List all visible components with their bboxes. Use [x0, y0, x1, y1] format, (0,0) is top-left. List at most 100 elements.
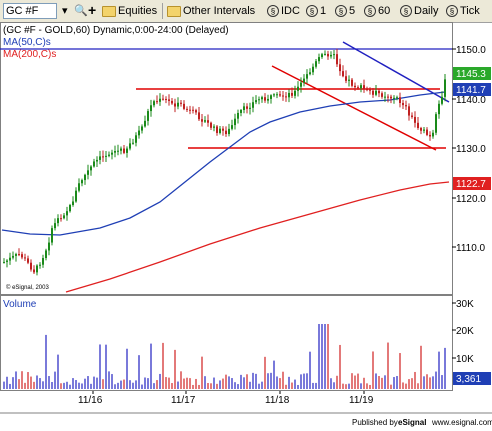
idc-button[interactable]: § IDC — [267, 3, 300, 19]
candle-body — [69, 205, 71, 212]
candle-body — [234, 118, 236, 126]
candle-body — [408, 106, 410, 116]
candle-body — [366, 89, 368, 91]
candle-body — [138, 130, 140, 136]
candle-body — [159, 98, 161, 102]
candle-body — [297, 86, 299, 91]
candle-body — [336, 54, 338, 65]
candle-body — [198, 112, 200, 120]
interval-1-button[interactable]: § 1 — [306, 3, 326, 19]
interval-60-label: 60 — [378, 5, 391, 17]
candle-body — [141, 126, 143, 131]
candle-body — [78, 183, 80, 191]
equities-label: Equities — [118, 5, 158, 17]
chart-area[interactable]: (GC #F - GOLD,60) Dynamic,0:00-24:00 (De… — [0, 22, 492, 428]
candle-body — [282, 95, 284, 97]
candle-body — [132, 142, 134, 144]
volume-tick-10k: 10K — [456, 354, 474, 365]
candle-body — [204, 120, 206, 122]
candle-body — [3, 261, 5, 263]
candle-body — [363, 85, 365, 90]
brand-url[interactable]: www.esignal.com — [431, 418, 492, 427]
other-intervals-button[interactable]: Other Intervals — [167, 3, 255, 19]
candle-body — [21, 254, 23, 258]
circle-icon: § — [306, 5, 318, 17]
folder-icon — [102, 5, 116, 17]
candle-body — [165, 98, 167, 100]
price-panel[interactable] — [0, 22, 453, 295]
candle-body — [9, 257, 11, 261]
candle-body — [114, 150, 116, 153]
interval-60-button[interactable]: § 60 — [364, 3, 390, 19]
price-tick-1150: 1150.0 — [456, 45, 486, 56]
candle-body — [252, 102, 254, 108]
ma200-value-label — [453, 177, 491, 190]
candle-body — [210, 122, 212, 128]
candle-body — [357, 87, 359, 89]
price-tick-1130: 1130.0 — [456, 144, 486, 155]
candle-body — [402, 102, 404, 106]
candle-body — [51, 228, 53, 243]
candle-body — [318, 57, 320, 62]
candle-body — [399, 97, 401, 103]
candle-body — [99, 156, 101, 160]
candle-body — [249, 107, 251, 109]
candle-body — [279, 94, 281, 96]
candle-body — [426, 129, 428, 135]
candle-body — [66, 211, 68, 216]
candle-body — [303, 78, 305, 83]
candle-body — [183, 103, 185, 109]
candle-body — [63, 215, 65, 219]
candle-body — [285, 96, 287, 98]
candle-body — [327, 53, 329, 57]
candle-body — [60, 218, 62, 220]
date-label-1116: 11/16 — [78, 395, 103, 406]
candle-body — [360, 85, 362, 89]
candle-body — [180, 102, 182, 104]
candle-body — [219, 128, 221, 133]
other-intervals-label: Other Intervals — [183, 5, 256, 17]
candle-body — [6, 260, 8, 262]
candle-body — [201, 119, 203, 122]
interval-5-button[interactable]: § 5 — [335, 3, 355, 19]
candle-body — [342, 71, 344, 77]
candle-body — [312, 66, 314, 73]
add-icon[interactable]: + — [88, 2, 97, 18]
ma50-value-label — [453, 83, 491, 96]
date-label-1117: 11/17 — [171, 395, 196, 406]
candle-body — [36, 265, 38, 273]
candle-body — [111, 152, 113, 155]
volume-tick-20k: 20K — [456, 326, 474, 337]
equities-button[interactable]: Equities — [102, 3, 157, 19]
folder-icon — [167, 5, 181, 17]
candle-body — [54, 223, 56, 229]
circle-icon: § — [364, 5, 376, 17]
candle-body — [276, 94, 278, 96]
candle-body — [102, 156, 104, 158]
candle-body — [93, 161, 95, 167]
candle-body — [147, 111, 149, 121]
symbol-box[interactable]: GC #F — [3, 3, 57, 19]
channel-lower-line — [271, 65, 437, 151]
symbol-input[interactable]: GC #F — [3, 3, 57, 19]
candle-body — [237, 112, 239, 119]
daily-button[interactable]: § Daily — [400, 3, 438, 19]
daily-label: Daily — [414, 5, 439, 17]
dropdown-icon[interactable]: ▾ — [62, 5, 68, 17]
candle-body — [117, 150, 119, 152]
candle-body — [87, 170, 89, 175]
candle-body — [291, 92, 293, 96]
price-tick-1110: 1110.0 — [456, 243, 486, 254]
price-tick-1120: 1120.0 — [456, 194, 486, 205]
candle-body — [213, 126, 215, 128]
candle-body — [264, 97, 266, 101]
candle-body — [150, 105, 152, 112]
circle-icon: § — [446, 5, 458, 17]
price-chart[interactable]: (GC #F - GOLD,60) Dynamic,0:00-24:00 (De… — [0, 22, 492, 428]
candle-body — [444, 79, 446, 97]
tick-button[interactable]: § Tick — [446, 3, 480, 19]
candle-body — [414, 116, 416, 123]
magnifier-icon[interactable]: 🔍 — [74, 5, 88, 17]
candle-body — [84, 174, 86, 181]
candle-body — [306, 74, 308, 79]
